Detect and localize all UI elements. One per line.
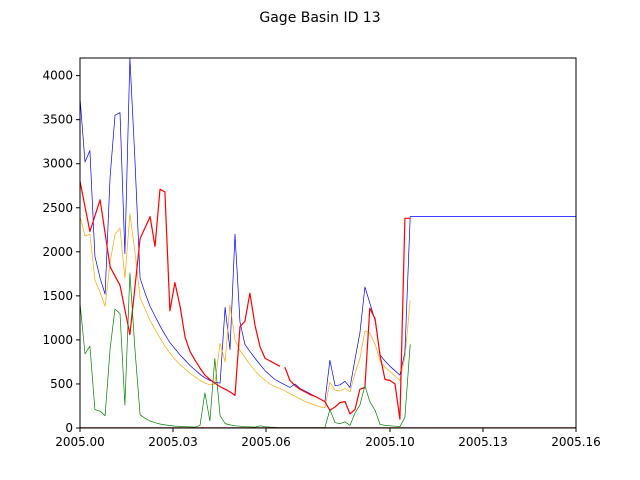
y-tick-label: 2000 [42, 245, 73, 259]
y-tick-label: 2500 [42, 201, 73, 215]
plot-frame [79, 57, 577, 429]
x-tick-label: 2005.16 [551, 435, 601, 449]
y-tick-label: 3000 [42, 157, 73, 171]
x-axis: 2005.00 2005.03 2005.06 2005.10 2005.13 2005.… [55, 428, 601, 449]
series-line-1 [80, 213, 411, 409]
series-line-3 [80, 272, 411, 428]
y-tick-label: 0 [65, 421, 73, 435]
y-tick-label: 1500 [42, 289, 73, 303]
series-line-2-part-0 [80, 181, 281, 396]
x-tick-label: 2005.13 [458, 435, 508, 449]
chart-title: Gage Basin ID 13 [259, 10, 380, 26]
x-tick-label: 2005.06 [241, 435, 291, 449]
series-line-0 [80, 58, 576, 402]
y-tick-label: 4000 [42, 69, 73, 83]
y-tick-label: 1000 [42, 333, 73, 347]
y-tick-label: 3500 [42, 113, 73, 127]
y-tick-label: 500 [50, 377, 73, 391]
x-tick-label: 2005.03 [148, 435, 198, 449]
x-tick-label: 2005.00 [55, 435, 105, 449]
y-axis: 0 500 1000 1500 2000 2500 3000 3500 4000 [42, 69, 80, 435]
x-tick-label: 2005.10 [365, 435, 415, 449]
series-line-2-part-1 [284, 217, 411, 420]
